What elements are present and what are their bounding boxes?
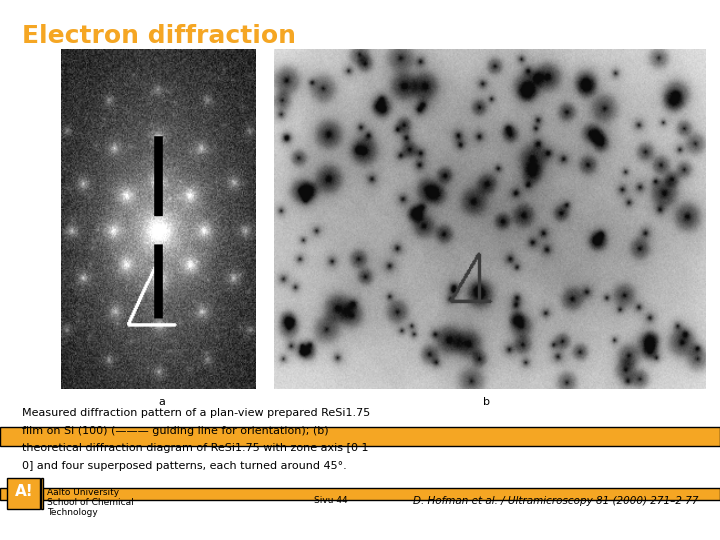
Text: Electron diffraction: Electron diffraction (22, 24, 296, 48)
Text: 0] and four superposed patterns, each turned around 45°.: 0] and four superposed patterns, each tu… (22, 461, 346, 471)
Text: Sivu 44: Sivu 44 (315, 496, 348, 505)
Text: Measured diffraction pattern of a plan-view prepared ReSi1.75: Measured diffraction pattern of a plan-v… (22, 408, 370, 418)
Text: a: a (158, 397, 166, 407)
FancyBboxPatch shape (0, 427, 720, 446)
Text: A!: A! (14, 484, 33, 499)
Text: Aalto University
School of Chemical
Technology: Aalto University School of Chemical Tech… (47, 488, 133, 517)
FancyBboxPatch shape (41, 478, 43, 509)
FancyBboxPatch shape (7, 478, 40, 509)
Text: b: b (482, 397, 490, 407)
Text: theoretical diffraction diagram of ReSi1.75 with zone axis [0 1: theoretical diffraction diagram of ReSi1… (22, 443, 368, 454)
Text: D. Hofman et al. / Ultramicroscopy 81 (2000) 271–2 77: D. Hofman et al. / Ultramicroscopy 81 (2… (413, 496, 698, 506)
FancyBboxPatch shape (0, 488, 720, 500)
Text: film on Si (100) (——— guiding line for orientation); (b): film on Si (100) (——— guiding line for o… (22, 426, 328, 436)
